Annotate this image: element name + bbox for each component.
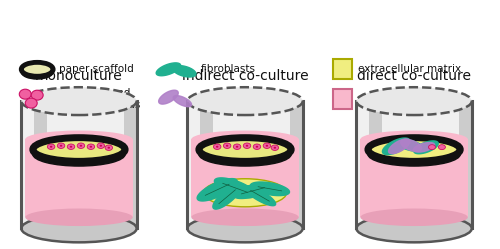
FancyBboxPatch shape	[332, 59, 352, 79]
Polygon shape	[173, 96, 192, 107]
Ellipse shape	[368, 142, 460, 166]
Polygon shape	[400, 139, 421, 151]
Ellipse shape	[271, 145, 278, 150]
Ellipse shape	[48, 144, 55, 149]
Ellipse shape	[224, 143, 231, 148]
Text: direct co-culture: direct co-culture	[357, 69, 471, 83]
Ellipse shape	[226, 145, 228, 147]
Ellipse shape	[80, 145, 82, 147]
Ellipse shape	[108, 147, 110, 149]
FancyBboxPatch shape	[22, 101, 136, 228]
Ellipse shape	[105, 145, 112, 150]
Ellipse shape	[266, 145, 268, 147]
Polygon shape	[382, 138, 410, 155]
Ellipse shape	[360, 208, 468, 226]
Polygon shape	[250, 182, 290, 196]
Ellipse shape	[68, 144, 74, 149]
Polygon shape	[388, 139, 410, 154]
Ellipse shape	[26, 208, 132, 226]
Polygon shape	[396, 139, 423, 151]
Ellipse shape	[244, 143, 250, 148]
Ellipse shape	[428, 145, 436, 150]
Polygon shape	[158, 90, 178, 104]
Ellipse shape	[26, 98, 37, 108]
Text: epithelial and
carcinoma cells: epithelial and carcinoma cells	[59, 88, 140, 110]
Ellipse shape	[33, 142, 125, 166]
FancyBboxPatch shape	[369, 101, 382, 228]
Polygon shape	[234, 183, 272, 198]
Ellipse shape	[204, 179, 286, 207]
Text: indirect co-culture: indirect co-culture	[182, 69, 308, 83]
Ellipse shape	[58, 143, 65, 148]
Ellipse shape	[188, 87, 302, 115]
Ellipse shape	[22, 214, 136, 242]
Ellipse shape	[26, 130, 132, 148]
Ellipse shape	[368, 138, 460, 161]
Text: culture medium: culture medium	[358, 94, 441, 104]
Text: monoculture: monoculture	[35, 69, 123, 83]
Polygon shape	[414, 143, 434, 152]
Ellipse shape	[199, 138, 291, 161]
FancyBboxPatch shape	[290, 101, 302, 228]
Ellipse shape	[188, 214, 302, 242]
FancyBboxPatch shape	[356, 101, 472, 228]
FancyBboxPatch shape	[34, 101, 46, 228]
Ellipse shape	[438, 145, 446, 150]
Ellipse shape	[356, 214, 472, 242]
Ellipse shape	[234, 144, 241, 149]
Text: myoepithelial cells: myoepithelial cells	[200, 94, 298, 104]
Ellipse shape	[253, 144, 260, 149]
Ellipse shape	[20, 89, 31, 99]
Ellipse shape	[246, 145, 248, 147]
Polygon shape	[214, 178, 256, 198]
Ellipse shape	[192, 208, 298, 226]
Ellipse shape	[192, 130, 298, 148]
Ellipse shape	[214, 144, 221, 149]
Ellipse shape	[216, 146, 218, 148]
Ellipse shape	[50, 146, 52, 148]
FancyBboxPatch shape	[188, 101, 302, 228]
FancyBboxPatch shape	[360, 139, 468, 217]
Ellipse shape	[70, 146, 72, 148]
Text: fibroblasts: fibroblasts	[200, 64, 256, 74]
Ellipse shape	[60, 145, 62, 147]
Polygon shape	[173, 65, 196, 77]
FancyBboxPatch shape	[459, 101, 472, 228]
Ellipse shape	[24, 63, 50, 75]
Text: paper scaffold: paper scaffold	[59, 64, 134, 74]
Polygon shape	[414, 141, 438, 154]
Ellipse shape	[22, 65, 53, 79]
Ellipse shape	[77, 143, 84, 148]
Ellipse shape	[90, 146, 92, 148]
Ellipse shape	[97, 143, 104, 148]
Ellipse shape	[100, 145, 102, 147]
Ellipse shape	[263, 143, 270, 148]
FancyBboxPatch shape	[332, 89, 352, 109]
Ellipse shape	[22, 87, 136, 115]
Ellipse shape	[31, 90, 43, 100]
Ellipse shape	[360, 130, 468, 148]
FancyBboxPatch shape	[124, 101, 136, 228]
Polygon shape	[156, 63, 180, 76]
Ellipse shape	[236, 146, 238, 148]
Polygon shape	[244, 186, 276, 206]
FancyBboxPatch shape	[200, 101, 212, 228]
Polygon shape	[197, 179, 237, 201]
Ellipse shape	[356, 87, 472, 115]
Ellipse shape	[274, 147, 276, 149]
Ellipse shape	[199, 142, 291, 166]
Ellipse shape	[87, 144, 94, 149]
Ellipse shape	[33, 138, 125, 161]
Polygon shape	[213, 185, 242, 209]
FancyBboxPatch shape	[192, 139, 298, 217]
Ellipse shape	[256, 146, 258, 148]
Text: extracellular matrix: extracellular matrix	[358, 64, 462, 74]
FancyBboxPatch shape	[26, 139, 132, 217]
